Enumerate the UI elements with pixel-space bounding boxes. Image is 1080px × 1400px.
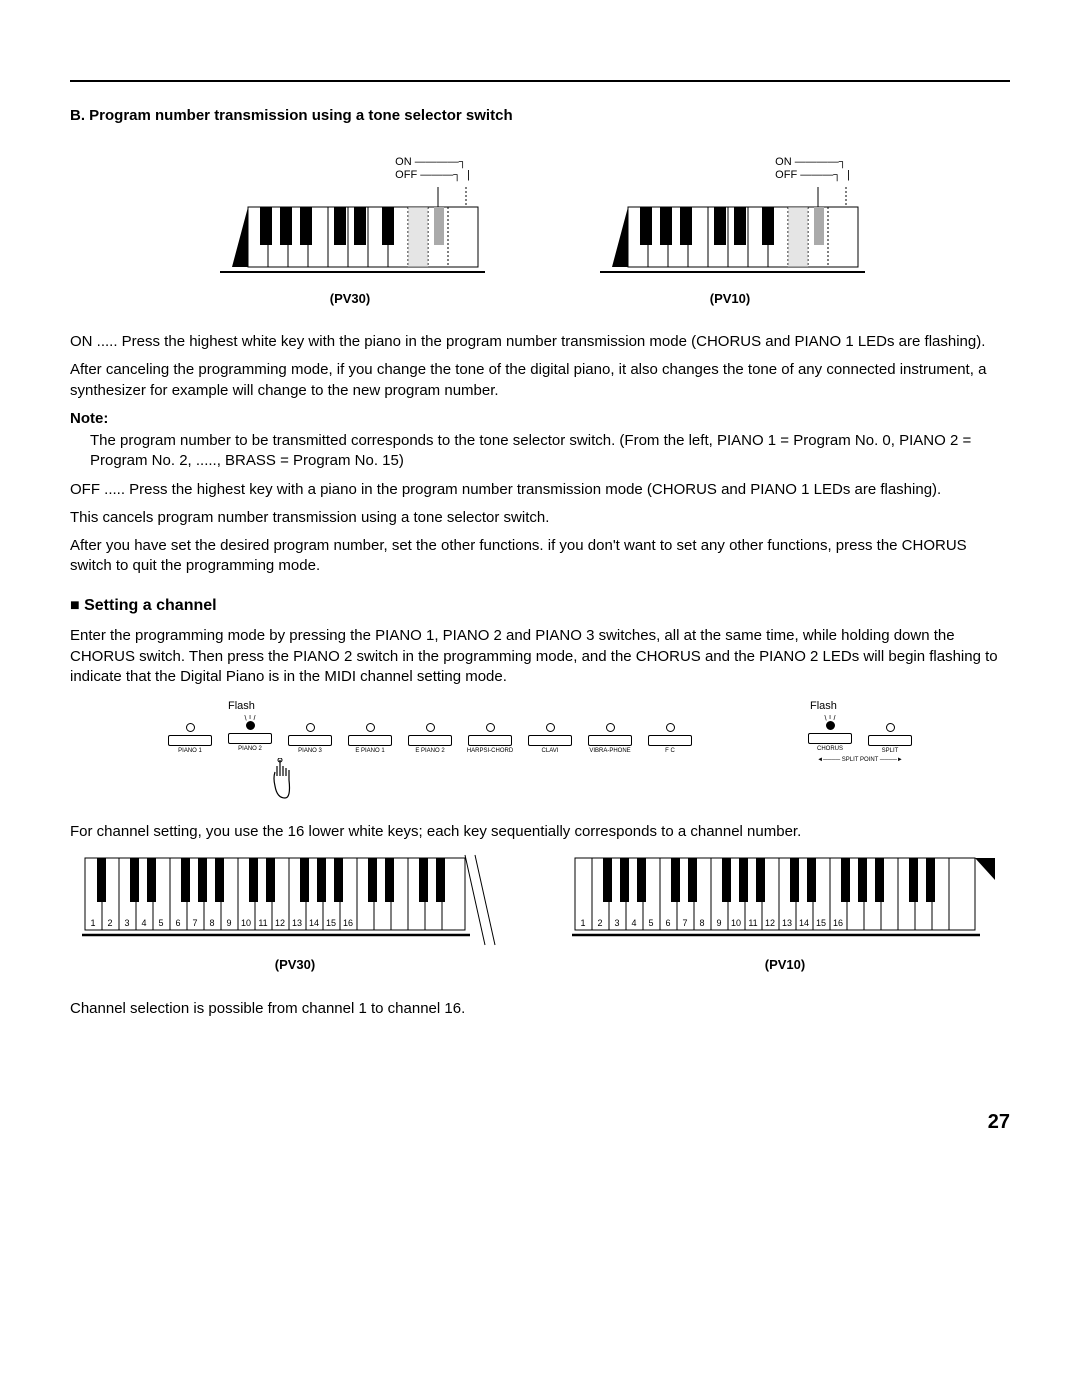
svg-text:11: 11 <box>748 918 757 928</box>
page-number: 27 <box>70 1109 1010 1136</box>
channel-keyboards-row: 12345678910111213141516 (PV30) <box>70 850 1010 974</box>
tone-selector-panel: Flash PIANO 1 \ | /PIANO 2 PIANO 3 E PIANO … <box>166 699 694 802</box>
svg-text:8: 8 <box>699 918 704 928</box>
tone-item: E PIANO 2 <box>406 717 454 754</box>
para-after-set: After you have set the desired program n… <box>70 536 1010 577</box>
para-channel-enter: Enter the programming mode by pressing t… <box>70 626 1010 687</box>
keyboard-channels-pv10: 12345678910111213141516 <box>570 850 1000 950</box>
onoff-labels-pv30: ON ————┐ OFF ———┐ | <box>395 156 470 182</box>
svg-text:9: 9 <box>226 918 231 928</box>
onoff-labels-pv10: ON ————┐ OFF ———┐ | <box>775 156 850 182</box>
svg-text:6: 6 <box>175 918 180 928</box>
svg-text:6: 6 <box>665 918 670 928</box>
svg-text:3: 3 <box>124 918 129 928</box>
svg-text:5: 5 <box>648 918 653 928</box>
diagram-pv30: ON ————┐ OFF ———┐ | <box>210 156 490 307</box>
para-off: OFF ..... Press the highest key with a p… <box>70 480 1010 500</box>
tone-selector-diagrams: ON ————┐ OFF ———┐ | <box>70 156 1010 307</box>
svg-text:9: 9 <box>716 918 721 928</box>
tone-item: PIANO 3 <box>286 717 334 754</box>
svg-text:2: 2 <box>107 918 112 928</box>
note-body: The program number to be transmitted cor… <box>90 431 1010 472</box>
flash-caption-right: Flash <box>810 699 837 714</box>
flash-caption-left: Flash <box>228 699 255 714</box>
svg-text:2: 2 <box>597 918 602 928</box>
hand-pointer-icon <box>265 758 295 802</box>
tone-item: PIANO 1 <box>166 717 214 754</box>
svg-text:8: 8 <box>209 918 214 928</box>
keyboard-highest-pv30 <box>210 187 490 282</box>
tone-item: CLAVI <box>526 717 574 754</box>
tone-item: F C <box>646 717 694 754</box>
label-pv30-1: (PV30) <box>330 290 370 308</box>
note-label: Note: <box>70 409 1010 429</box>
tone-item: VIBRA-PHONE <box>586 717 634 754</box>
svg-text:15: 15 <box>816 918 826 928</box>
label-pv30-2: (PV30) <box>275 956 315 974</box>
svg-text:12: 12 <box>275 918 285 928</box>
svg-text:13: 13 <box>782 918 792 928</box>
svg-text:13: 13 <box>292 918 302 928</box>
tone-item: E PIANO 1 <box>346 717 394 754</box>
svg-text:7: 7 <box>192 918 197 928</box>
chorus-item: SPLIT <box>866 717 914 754</box>
channel-kb-pv10: 12345678910111213141516 (PV10) <box>570 850 1000 974</box>
heading-setting-channel: Setting a channel <box>70 595 1010 617</box>
para-channel-keys: For channel setting, you use the 16 lowe… <box>70 822 1010 842</box>
tone-item: HARPSI-CHORD <box>466 717 514 754</box>
svg-text:15: 15 <box>326 918 336 928</box>
label-pv10-2: (PV10) <box>765 956 805 974</box>
tone-item: \ | /PIANO 2 <box>226 717 274 754</box>
svg-text:16: 16 <box>343 918 353 928</box>
svg-text:10: 10 <box>731 918 741 928</box>
para-on: ON ..... Press the highest white key wit… <box>70 332 1010 352</box>
led-panels-row: Flash PIANO 1 \ | /PIANO 2 PIANO 3 E PIANO … <box>70 699 1010 802</box>
svg-text:7: 7 <box>682 918 687 928</box>
split-point-label: ◄──── SPLIT POINT ────► <box>817 756 903 764</box>
channel-kb-pv30: 12345678910111213141516 (PV30) <box>80 850 510 974</box>
para-cancels: This cancels program number transmission… <box>70 508 1010 528</box>
svg-text:3: 3 <box>614 918 619 928</box>
svg-text:11: 11 <box>258 918 267 928</box>
chorus-item: \ | /CHORUS <box>806 717 854 754</box>
keyboard-channels-pv30: 12345678910111213141516 <box>80 850 510 950</box>
label-pv10-1: (PV10) <box>710 290 750 308</box>
svg-text:10: 10 <box>241 918 251 928</box>
svg-text:4: 4 <box>631 918 636 928</box>
svg-text:12: 12 <box>765 918 775 928</box>
keyboard-highest-pv10 <box>590 187 870 282</box>
diagram-pv10: ON ————┐ OFF ———┐ | <box>590 156 870 307</box>
svg-text:14: 14 <box>309 918 319 928</box>
svg-text:1: 1 <box>580 918 585 928</box>
para-channel-range: Channel selection is possible from chann… <box>70 999 1010 1019</box>
svg-text:1: 1 <box>90 918 95 928</box>
svg-text:5: 5 <box>158 918 163 928</box>
svg-text:4: 4 <box>141 918 146 928</box>
para-after-cancel: After canceling the programming mode, if… <box>70 360 1010 401</box>
svg-text:14: 14 <box>799 918 809 928</box>
svg-text:16: 16 <box>833 918 843 928</box>
chorus-split-panel: Flash \ | /CHORUS SPLIT ◄──── SPLIT POINT… <box>806 699 914 802</box>
section-b-heading: B. Program number transmission using a t… <box>70 106 1010 126</box>
